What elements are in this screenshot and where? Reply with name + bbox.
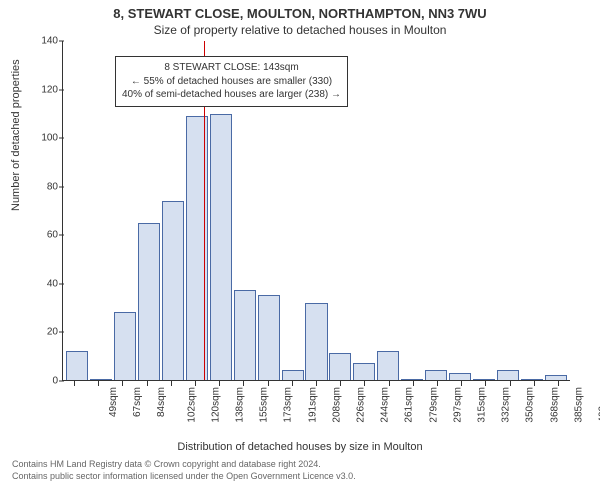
bar-slot [496, 41, 520, 380]
annotation-box: 8 STEWART CLOSE: 143sqm← 55% of detached… [115, 56, 348, 107]
histogram-chart: 8, STEWART CLOSE, MOULTON, NORTHAMPTON, … [0, 0, 600, 500]
histogram-bar [210, 114, 232, 380]
x-tick-label: 102sqm [186, 387, 197, 423]
bar-slot [472, 41, 496, 380]
x-tick-mark [364, 381, 365, 386]
footer: Contains HM Land Registry data © Crown c… [0, 453, 600, 482]
x-tick-mark [98, 381, 99, 386]
page-title: 8, STEWART CLOSE, MOULTON, NORTHAMPTON, … [0, 0, 600, 21]
y-tick-label: 40 [47, 278, 58, 289]
annotation-line: 40% of semi-detached houses are larger (… [122, 88, 341, 102]
x-tick-label: 191sqm [307, 387, 318, 423]
histogram-bar [258, 295, 280, 380]
x-tick-mark [243, 381, 244, 386]
histogram-bar [401, 379, 423, 380]
x-tick-mark [195, 381, 196, 386]
y-axis-label: Number of detached properties [10, 59, 22, 211]
x-tick-mark [147, 381, 148, 386]
x-tick-mark [413, 381, 414, 386]
x-tick-label: 226sqm [356, 387, 367, 423]
x-tick-label: 138sqm [235, 387, 246, 423]
page-subtitle: Size of property relative to detached ho… [0, 21, 600, 41]
x-tick-label: 208sqm [331, 387, 342, 423]
x-tick-mark [510, 381, 511, 386]
histogram-bar [449, 373, 471, 380]
bar-slot [544, 41, 568, 380]
histogram-bar [545, 375, 567, 380]
x-tick-mark [461, 381, 462, 386]
histogram-bar [497, 370, 519, 380]
x-tick-mark [340, 381, 341, 386]
histogram-bar [234, 290, 256, 380]
histogram-bar [114, 312, 136, 380]
x-tick-label: 315sqm [477, 387, 488, 423]
y-tick-label: 0 [52, 376, 58, 387]
annotation-line: ← 55% of detached houses are smaller (33… [122, 75, 341, 89]
histogram-bar [377, 351, 399, 380]
bar-slot [65, 41, 89, 380]
histogram-bar [353, 363, 375, 380]
x-tick-label: 49sqm [108, 387, 119, 417]
x-tick-label: 261sqm [404, 387, 415, 423]
x-tick-mark [74, 381, 75, 386]
x-tick-mark [316, 381, 317, 386]
histogram-bar [521, 379, 543, 380]
x-axis-label: Distribution of detached houses by size … [0, 441, 600, 453]
y-tick-label: 60 [47, 230, 58, 241]
x-tick-mark [268, 381, 269, 386]
x-tick-mark [171, 381, 172, 386]
x-tick-mark [534, 381, 535, 386]
plot-area: 8 STEWART CLOSE: 143sqm← 55% of detached… [62, 41, 570, 381]
x-tick-label: 368sqm [549, 387, 560, 423]
bar-slot [400, 41, 424, 380]
y-tick-label: 120 [41, 84, 58, 95]
x-tick-mark [558, 381, 559, 386]
x-tick-label: 279sqm [428, 387, 439, 423]
y-tick-label: 80 [47, 181, 58, 192]
histogram-bar [66, 351, 88, 380]
footer-line-2: Contains public sector information licen… [12, 471, 588, 483]
annotation-line: 8 STEWART CLOSE: 143sqm [122, 61, 341, 75]
x-tick-label: 350sqm [525, 387, 536, 423]
x-tick-label: 297sqm [452, 387, 463, 423]
footer-line-1: Contains HM Land Registry data © Crown c… [12, 459, 588, 471]
x-tick-mark [389, 381, 390, 386]
bar-slot [352, 41, 376, 380]
bar-slot [520, 41, 544, 380]
x-tick-label: 67sqm [132, 387, 143, 417]
x-tick-mark [219, 381, 220, 386]
x-ticks: 49sqm 67sqm 84sqm 102sqm 120sqm 138sqm 155sqm 1… [62, 381, 570, 439]
y-tick-label: 20 [47, 327, 58, 338]
x-tick-label: 155sqm [259, 387, 270, 423]
y-tick-label: 140 [41, 36, 58, 47]
histogram-bar [329, 353, 351, 380]
histogram-bar [138, 223, 160, 380]
bar-slot [424, 41, 448, 380]
y-tick-label: 100 [41, 133, 58, 144]
plot-outer: 020406080100120140 8 STEWART CLOSE: 143s… [62, 41, 570, 381]
histogram-bar [162, 201, 184, 380]
x-tick-label: 84sqm [156, 387, 167, 417]
bar-slot [448, 41, 472, 380]
histogram-bar [305, 303, 327, 380]
histogram-bar [90, 379, 112, 380]
x-tick-mark [437, 381, 438, 386]
x-tick-mark [485, 381, 486, 386]
x-tick-label: 244sqm [380, 387, 391, 423]
x-tick-label: 332sqm [501, 387, 512, 423]
y-ticks: 020406080100120140 [26, 41, 58, 381]
bar-slot [89, 41, 113, 380]
bar-slot [376, 41, 400, 380]
x-tick-mark [292, 381, 293, 386]
x-tick-label: 120sqm [210, 387, 221, 423]
histogram-bar [282, 370, 304, 380]
x-tick-label: 385sqm [573, 387, 584, 423]
x-tick-label: 173sqm [283, 387, 294, 423]
x-tick-mark [122, 381, 123, 386]
histogram-bar [473, 379, 495, 380]
histogram-bar [425, 370, 447, 380]
